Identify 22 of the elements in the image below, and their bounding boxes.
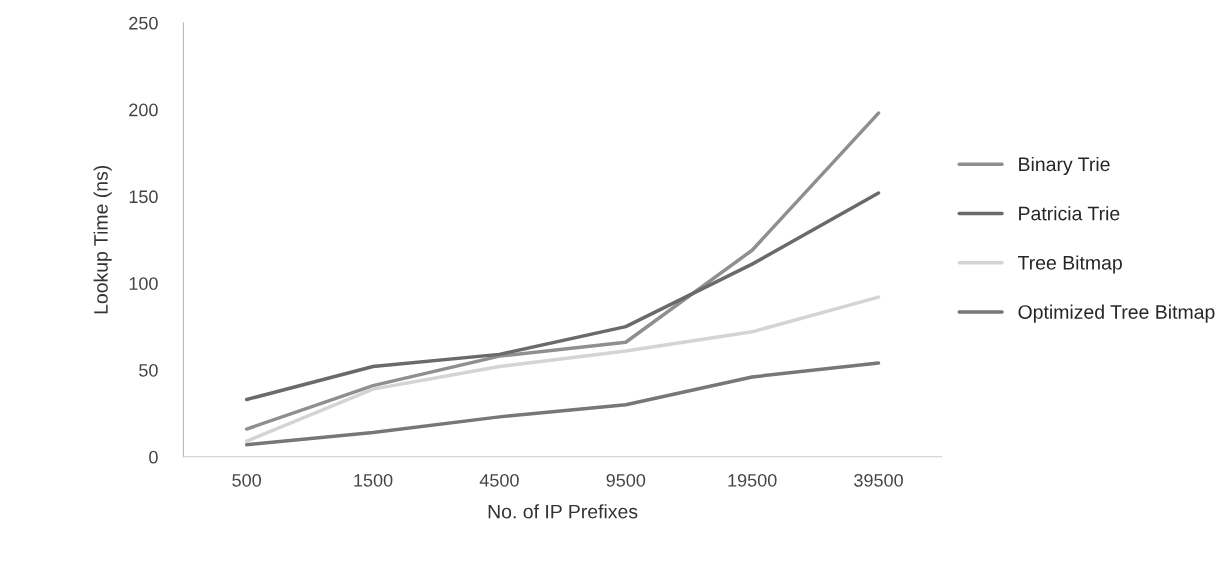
legend-label: Patricia Trie — [1019, 206, 1120, 221]
line-series — [244, 295, 881, 443]
legend-label: Optimized Tree Bitmap — [1018, 304, 1215, 323]
y-tick-label: 100 — [129, 277, 158, 290]
y-tick-label: 250 — [129, 16, 158, 30]
line-series — [244, 191, 881, 402]
line-series — [244, 361, 881, 447]
y-tick-label: 200 — [129, 103, 158, 117]
x-axis-title: No. of IP Prefixes — [488, 504, 638, 519]
x-tick-label: 19500 — [728, 473, 777, 487]
x-tick-label: 39500 — [854, 473, 903, 487]
legend-label: Tree Bitmap — [1017, 255, 1122, 274]
line-series — [244, 111, 881, 431]
y-tick-label: 0 — [149, 450, 158, 464]
y-axis-title: Lookup Time (ns) — [93, 165, 112, 314]
x-tick-label: 500 — [232, 473, 261, 487]
x-tick-label: 1500 — [354, 473, 393, 487]
x-tick-label: 4500 — [479, 473, 519, 487]
legend-label: Binary Trie — [1019, 156, 1110, 176]
x-tick-label: 9500 — [606, 473, 646, 487]
y-tick-label: 150 — [129, 190, 158, 204]
y-tick-label: 50 — [139, 363, 158, 377]
